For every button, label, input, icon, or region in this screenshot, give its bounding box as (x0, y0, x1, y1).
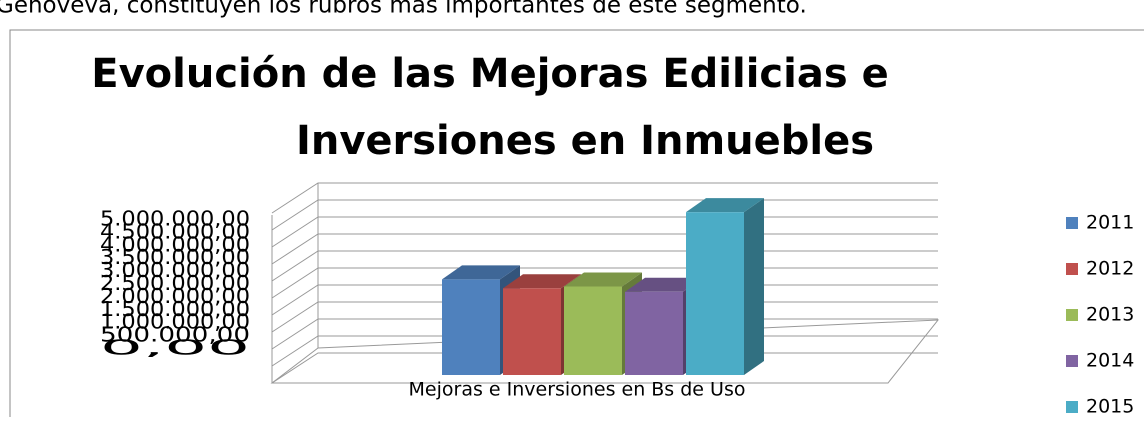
y-tick-label: 4.000.000,00 (100, 232, 250, 256)
y-tick-label: 2.000.000,00 (100, 284, 250, 308)
y-tick-label: 3.500.000,00 (100, 245, 250, 269)
bar (625, 291, 683, 375)
y-tick-label: 4.500.000,00 (100, 219, 250, 243)
legend-label: 2015 (1086, 396, 1134, 418)
y-tick-label: 500.000,00 (100, 323, 250, 347)
y-tick-label: 1.500.000,00 (100, 297, 250, 321)
bar-top (686, 198, 764, 213)
bar (564, 286, 622, 375)
legend-label: 2013 (1086, 304, 1134, 326)
bar-top (625, 277, 703, 292)
bar (686, 212, 744, 375)
bar-top (503, 274, 581, 289)
legend-swatch (1066, 401, 1078, 413)
legend-swatch (1066, 263, 1078, 275)
legend-label: 2012 (1086, 258, 1134, 280)
bar-top (564, 272, 642, 287)
grid-line (271, 182, 938, 214)
y-tick-label: 1.000.000,00 (100, 310, 250, 334)
chart-title: Evolución de las Mejoras Edilicias e (91, 51, 888, 97)
bar (503, 288, 561, 375)
bar-top (442, 265, 520, 280)
y-tick-label: 3.000.000,00 (100, 258, 250, 282)
x-tick-label: Mejoras e Inversiones en Bs de Uso (409, 379, 746, 401)
legend-swatch (1066, 309, 1078, 321)
y-tick-label: 5.000.000,00 (100, 207, 250, 231)
legend-swatch (1066, 217, 1078, 229)
chart-title: Inversiones en Inmuebles (296, 118, 874, 164)
bar (442, 279, 500, 375)
legend-label: 2014 (1086, 350, 1134, 372)
legend-label: 2011 (1086, 212, 1134, 234)
y-tick-label: 0,00 (100, 336, 250, 360)
legend-swatch (1066, 355, 1078, 367)
header-text: Genoveva, constituyen los rubros más imp… (0, 0, 807, 19)
y-tick-label: 2.500.000,00 (100, 271, 250, 295)
bar-side (744, 198, 764, 375)
